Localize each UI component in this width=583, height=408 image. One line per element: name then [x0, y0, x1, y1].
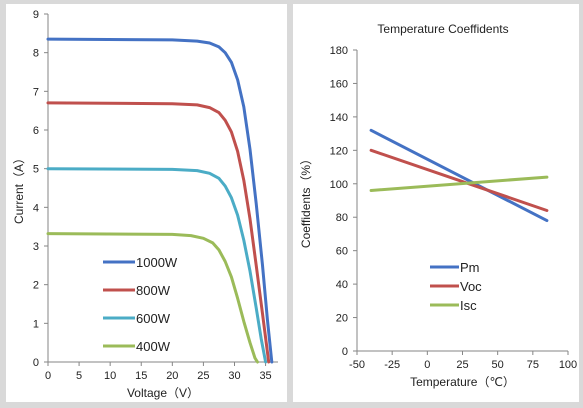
chart2-series-line-voc	[369, 148, 549, 212]
chart1-x-axis-title: Voltage（V）	[127, 386, 199, 400]
chart2-legend-label-pm: Pm	[460, 260, 480, 275]
chart2-series-line-isc	[369, 175, 549, 192]
chart2-y-tick-label: 120	[330, 145, 348, 157]
chart2-x-tick-label: 100	[559, 359, 577, 371]
chart2-x-axis-title: Temperature（℃）	[410, 375, 515, 389]
chart2-y-tick-label: 60	[336, 246, 348, 258]
chart1-series-line-400w	[46, 232, 259, 364]
chart2-x-tick-label: 75	[527, 359, 539, 371]
chart1-series-line-600w	[46, 167, 268, 364]
chart2-x-tick-label: 25	[456, 359, 468, 371]
chart2-y-tick-label: 100	[330, 179, 348, 191]
chart2-panel-background	[293, 4, 579, 402]
chart2-y-tick-label: 80	[336, 212, 348, 224]
chart1-y-tick-label: 6	[33, 125, 39, 137]
chart1-y-tick-label: 9	[33, 9, 39, 21]
chart2-x-tick-label: -25	[384, 359, 400, 371]
chart1-series-line-1000w	[46, 37, 274, 364]
chart1-panel-background	[6, 4, 287, 402]
chart1-x-tick-label: 10	[104, 370, 116, 382]
chart1-y-axis-title: Current（A）	[12, 152, 26, 224]
chart1-legend-label-1000w: 1000W	[136, 255, 178, 270]
chart1-y-tick-label: 0	[33, 357, 39, 369]
chart1-y-tick-label: 1	[33, 318, 39, 330]
chart2-legend-label-isc: Isc	[460, 298, 477, 313]
chart2-x-tick-label: 50	[492, 359, 504, 371]
chart1-y-tick-label: 3	[33, 241, 39, 253]
chart1-y-tick-label: 4	[33, 202, 39, 214]
chart1-legend-label-800w: 800W	[136, 283, 171, 298]
chart1-y-tick-label: 2	[33, 280, 39, 292]
chart2-title: Temperature Coeffidents	[377, 22, 508, 36]
chart1-x-tick-label: 20	[166, 370, 178, 382]
chart2-y-axis-title: Coeffidents（%）	[299, 153, 313, 248]
chart1-y-tick-label: 8	[33, 48, 39, 60]
chart1-x-tick-label: 5	[76, 370, 82, 382]
chart2-x-tick-label: 0	[424, 359, 430, 371]
chart2-y-tick-label: 140	[330, 112, 348, 124]
chart1-x-tick-label: 0	[45, 370, 51, 382]
chart1-series-line-800w	[46, 101, 271, 364]
chart1-y-tick-label: 5	[33, 164, 39, 176]
chart1-x-tick-label: 25	[197, 370, 209, 382]
chart2-y-tick-label: 180	[330, 45, 348, 57]
chart1-x-tick-label: 35	[259, 370, 271, 382]
chart1-y-tick-label: 7	[33, 86, 39, 98]
chart1-legend-label-600w: 600W	[136, 311, 171, 326]
chart1-x-tick-label: 30	[228, 370, 240, 382]
chart2-y-tick-label: 40	[336, 279, 348, 291]
chart2-y-tick-label: 0	[342, 346, 348, 358]
chart2-y-tick-label: 160	[330, 78, 348, 90]
chart2-y-tick-label: 20	[336, 313, 348, 325]
chart2-x-tick-label: -50	[349, 359, 365, 371]
chart1-x-tick-label: 15	[135, 370, 147, 382]
chart2-series-line-pm	[369, 128, 549, 223]
chart2-legend-label-voc: Voc	[460, 279, 482, 294]
chart1-legend-label-400w: 400W	[136, 339, 171, 354]
